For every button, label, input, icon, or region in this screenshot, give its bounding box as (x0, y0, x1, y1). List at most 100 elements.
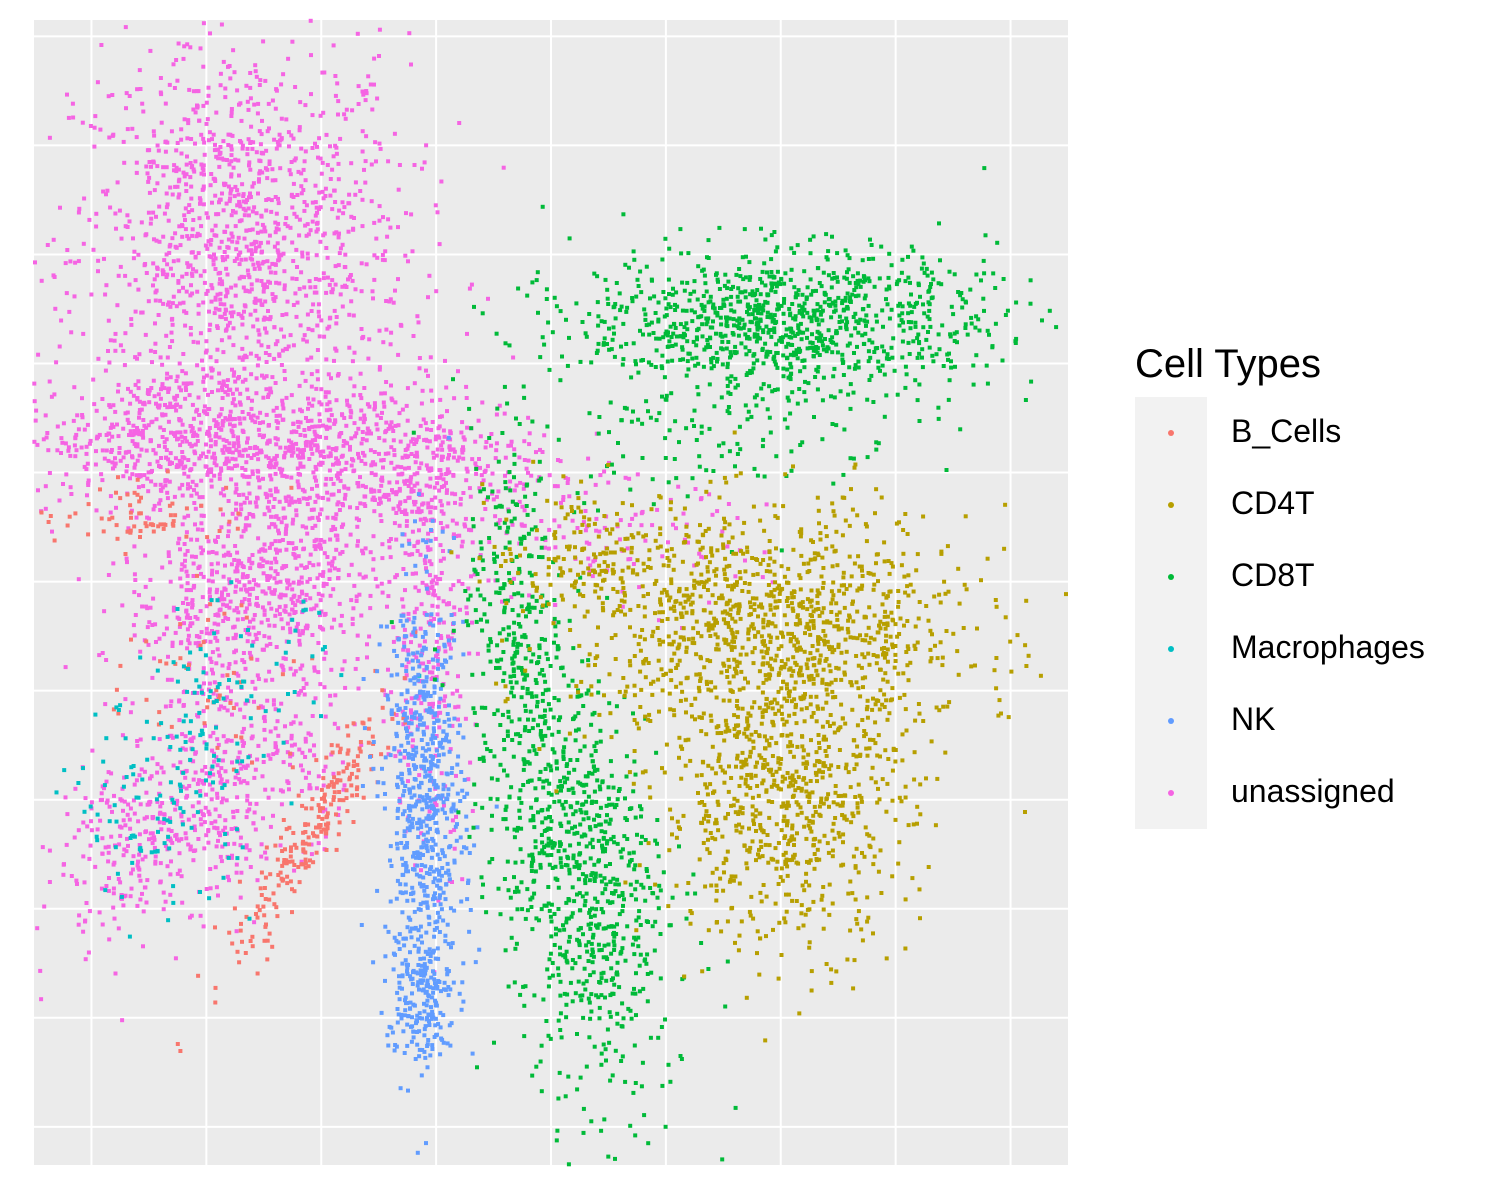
point-unassigned (469, 282, 474, 287)
point-unassigned (314, 221, 319, 226)
point-unassigned (195, 537, 200, 542)
point-Macrophages (222, 783, 227, 788)
point-Macrophages (221, 875, 226, 880)
point-unassigned (121, 808, 125, 813)
point-unassigned (111, 886, 116, 891)
point-unassigned (194, 234, 199, 239)
point-unassigned (108, 425, 113, 430)
point-unassigned (424, 566, 428, 571)
point-unassigned (391, 300, 396, 305)
point-unassigned (196, 566, 201, 571)
point-unassigned (42, 904, 47, 909)
point-unassigned (410, 437, 415, 442)
point-unassigned (188, 844, 193, 849)
point-B_Cells (161, 526, 166, 531)
point-unassigned (257, 177, 261, 182)
point-unassigned (155, 143, 160, 148)
point-unassigned (583, 528, 588, 533)
point-unassigned (422, 668, 427, 673)
point-unassigned (360, 224, 365, 229)
point-unassigned (135, 444, 140, 449)
point-unassigned (290, 587, 295, 592)
point-unassigned (325, 515, 330, 520)
point-unassigned (386, 159, 391, 164)
point-unassigned (618, 518, 623, 523)
point-unassigned (221, 828, 226, 833)
point-unassigned (461, 445, 465, 450)
point-B_Cells (235, 949, 240, 954)
point-unassigned (264, 643, 269, 648)
point-unassigned (336, 99, 341, 104)
point-unassigned (395, 464, 400, 469)
point-unassigned (177, 361, 182, 366)
point-unassigned (362, 386, 367, 390)
point-unassigned (377, 489, 382, 494)
point-unassigned (280, 538, 285, 542)
point-unassigned (291, 343, 296, 348)
point-unassigned (127, 94, 132, 98)
point-unassigned (441, 428, 446, 433)
point-unassigned (179, 137, 184, 142)
point-unassigned (231, 310, 236, 315)
point-unassigned (218, 291, 223, 296)
point-unassigned (224, 201, 229, 206)
point-Macrophages (194, 678, 199, 683)
point-unassigned (355, 506, 360, 510)
point-unassigned (177, 838, 181, 843)
point-unassigned (333, 74, 338, 78)
point-unassigned (196, 89, 201, 94)
point-unassigned (281, 506, 286, 511)
point-unassigned (170, 236, 175, 241)
point-unassigned (512, 576, 516, 581)
point-unassigned (209, 283, 214, 288)
point-NK (436, 666, 440, 671)
point-unassigned (131, 393, 136, 398)
point-unassigned (274, 146, 279, 151)
point-unassigned (241, 285, 246, 290)
point-unassigned (325, 402, 330, 407)
point-unassigned (198, 809, 203, 814)
point-unassigned (95, 80, 100, 85)
point-unassigned (313, 277, 318, 281)
point-unassigned (177, 699, 182, 704)
point-unassigned (170, 316, 175, 321)
point-unassigned (393, 400, 398, 405)
point-Macrophages (317, 610, 322, 615)
point-unassigned (265, 129, 270, 134)
point-unassigned (407, 31, 412, 36)
point-unassigned (136, 252, 141, 257)
point-NK (435, 883, 440, 888)
point-NK (416, 835, 421, 839)
point-unassigned (470, 620, 474, 625)
point-unassigned (294, 508, 299, 513)
point-unassigned (225, 456, 230, 461)
point-unassigned (207, 407, 212, 411)
point-unassigned (120, 397, 125, 402)
point-unassigned (82, 427, 87, 432)
point-B_Cells (344, 766, 349, 770)
point-unassigned (436, 711, 440, 716)
point-unassigned (388, 537, 393, 541)
point-NK (425, 1065, 430, 1070)
point-unassigned (224, 439, 229, 443)
point-B_Cells (309, 806, 314, 811)
point-unassigned (229, 110, 234, 115)
point-unassigned (215, 647, 220, 652)
point-unassigned (223, 818, 228, 823)
point-unassigned (286, 130, 291, 135)
point-unassigned (255, 496, 260, 501)
point-unassigned (406, 762, 411, 767)
point-B_Cells (156, 524, 161, 529)
point-unassigned (346, 201, 351, 206)
point-unassigned (326, 445, 331, 450)
point-Macrophages (208, 771, 212, 776)
point-unassigned (237, 355, 242, 360)
point-unassigned (281, 515, 286, 520)
point-NK (435, 748, 439, 753)
point-NK (400, 986, 404, 991)
point-Macrophages (215, 598, 220, 603)
point-unassigned (60, 440, 65, 445)
point-unassigned (310, 451, 315, 456)
point-unassigned (262, 512, 267, 517)
point-unassigned (142, 885, 147, 890)
